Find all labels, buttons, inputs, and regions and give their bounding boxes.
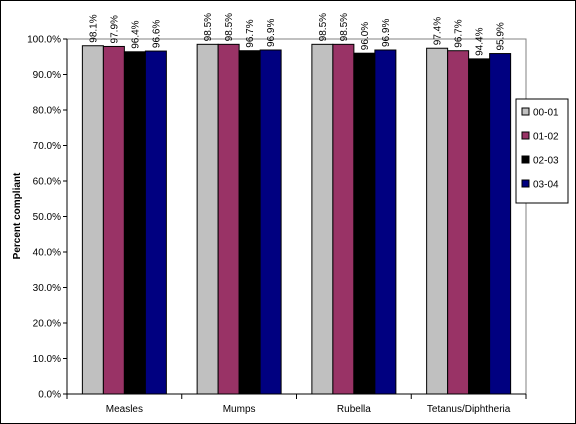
legend: 00-01 01-02 02-03 03-04 — [515, 98, 569, 204]
y-tick-label: 100.0% — [27, 35, 61, 46]
legend-label: 03-04 — [533, 180, 559, 191]
category-label: Mumps — [223, 404, 256, 415]
bar — [217, 43, 240, 395]
bar — [196, 43, 219, 395]
x-axis: Measles Mumps Rubella Tetanus/Diphtheria — [66, 393, 527, 415]
data-label: 97.9% — [109, 15, 120, 43]
y-axis: 0.0% 10.0% 20.0% 30.0% 40.0% 50.0% 60.0% 70.0% 8… — [27, 35, 68, 401]
y-tick-label: 80.0% — [33, 106, 61, 117]
data-labels: 98.1% 98.5% 98.5% 97.4% 97.9% 98.5% 98.5% 96.7%… — [88, 13, 506, 56]
data-label: 96.9% — [266, 19, 277, 47]
bar — [447, 50, 470, 395]
bar — [123, 51, 146, 395]
y-tick-label: 70.0% — [33, 141, 61, 152]
data-label: 96.0% — [360, 22, 371, 50]
bar — [332, 43, 355, 395]
data-label: 95.9% — [496, 22, 507, 50]
data-label: 94.4% — [475, 27, 486, 55]
bar — [468, 58, 491, 395]
legend-swatch — [521, 107, 530, 116]
legend-swatch — [521, 155, 530, 164]
y-tick-label: 30.0% — [33, 283, 61, 294]
data-label: 96.9% — [381, 19, 392, 47]
data-label: 97.4% — [433, 17, 444, 45]
y-axis-title: Percent compliant — [12, 172, 23, 259]
y-tick-label: 0.0% — [38, 390, 61, 401]
data-label: 96.7% — [454, 19, 465, 47]
legend-label: 00-01 — [533, 108, 559, 119]
data-label: 96.4% — [130, 20, 141, 48]
bar — [426, 47, 449, 395]
category-label: Rubella — [337, 404, 371, 415]
bars — [81, 43, 512, 395]
bar — [353, 52, 376, 395]
y-tick-label: 10.0% — [33, 354, 61, 365]
data-label: 98.5% — [203, 13, 214, 41]
category-label: Measles — [106, 404, 143, 415]
data-label: 98.1% — [88, 14, 99, 42]
legend-swatch — [521, 131, 530, 140]
data-label: 98.5% — [318, 13, 329, 41]
data-label: 98.5% — [224, 13, 235, 41]
data-label: 96.6% — [151, 20, 162, 48]
bar — [311, 43, 334, 395]
bar — [102, 45, 125, 395]
y-tick-label: 20.0% — [33, 319, 61, 330]
y-tick-label: 90.0% — [33, 70, 61, 81]
data-label: 96.7% — [245, 19, 256, 47]
legend-label: 01-02 — [533, 132, 559, 143]
bar — [489, 53, 512, 395]
bar — [81, 45, 104, 395]
y-tick-label: 50.0% — [33, 212, 61, 223]
y-tick-label: 40.0% — [33, 248, 61, 259]
category-label: Tetanus/Diphtheria — [427, 404, 511, 415]
y-tick-label: 60.0% — [33, 177, 61, 188]
legend-swatch — [521, 179, 530, 188]
bar — [259, 49, 282, 395]
bar — [238, 50, 261, 395]
bar — [144, 50, 167, 395]
bar — [374, 49, 397, 395]
legend-label: 02-03 — [533, 156, 559, 167]
data-label: 98.5% — [339, 13, 350, 41]
